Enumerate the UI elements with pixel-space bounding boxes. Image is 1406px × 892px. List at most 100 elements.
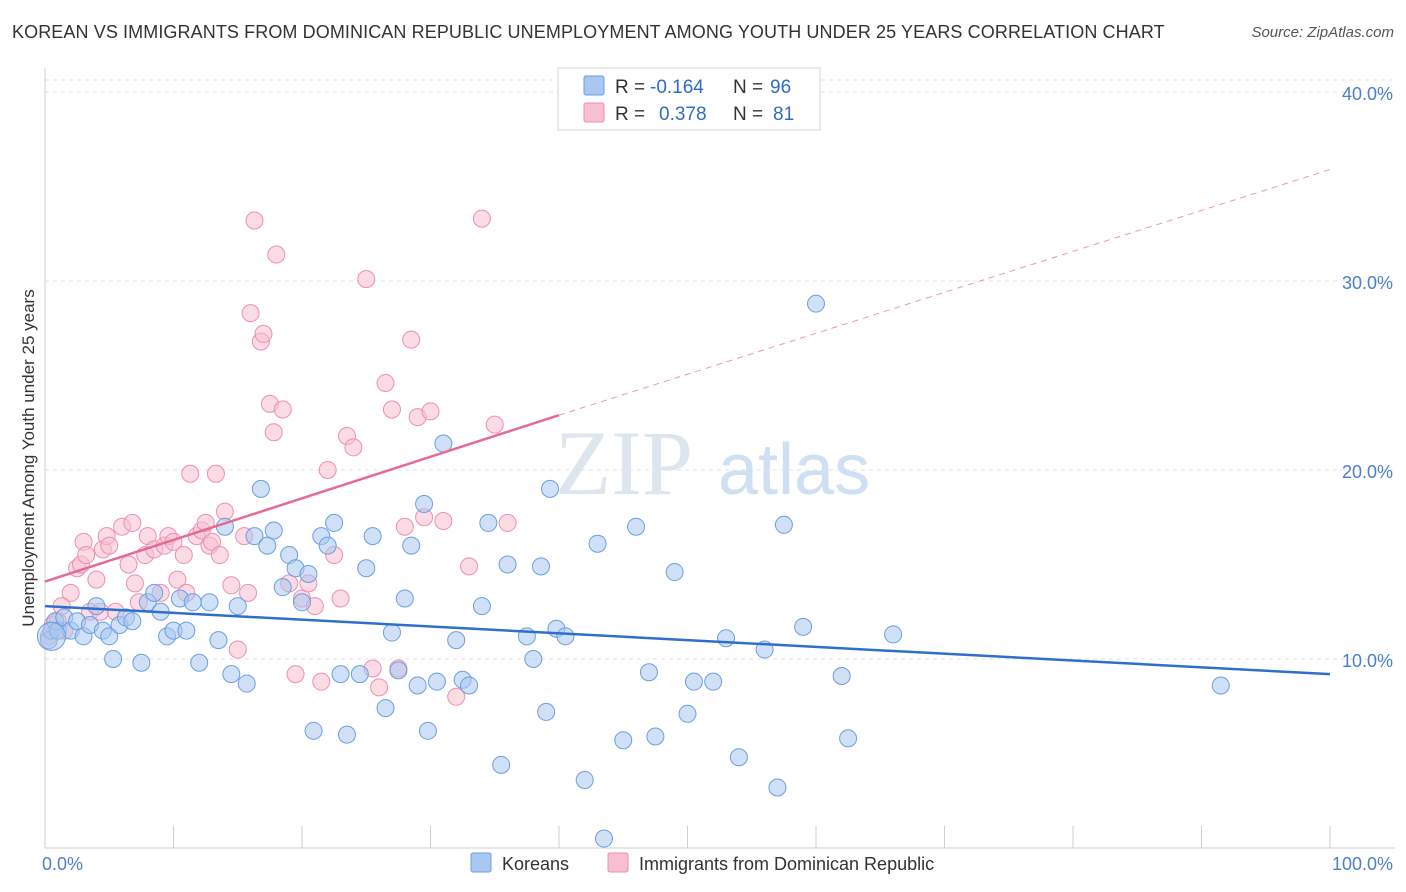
- dominican-point: [123, 513, 142, 532]
- korean-point: [427, 672, 446, 691]
- korean-point: [678, 704, 697, 723]
- dominican-point: [100, 536, 119, 555]
- korean-point: [123, 612, 142, 631]
- legend-n-value-dominican: 81: [773, 104, 794, 125]
- korean-point: [177, 621, 196, 640]
- korean-point: [627, 517, 646, 536]
- korean-point: [665, 563, 684, 582]
- korean-point: [245, 527, 264, 546]
- korean-point: [100, 627, 119, 646]
- korean-point: [479, 513, 498, 532]
- bottom-legend-swatch-korean: [470, 852, 492, 873]
- korean-point: [768, 778, 787, 797]
- korean-point: [794, 617, 813, 636]
- legend-n-label-dominican: N =: [733, 104, 763, 125]
- dominican-point: [273, 400, 292, 419]
- dominican-point: [357, 270, 376, 289]
- dominican-point: [181, 464, 200, 483]
- source-label: Source: ZipAtlas.com: [1251, 24, 1394, 41]
- korean-point: [183, 593, 202, 612]
- legend-swatch-dominican: [583, 102, 605, 123]
- dominican-point: [395, 517, 414, 536]
- korean-point: [537, 702, 556, 721]
- korean-point: [575, 770, 594, 789]
- dominican-point: [370, 678, 389, 697]
- dominican-point: [119, 555, 138, 574]
- korean-point: [228, 597, 247, 616]
- y-axis-label: Unemployment Among Youth under 25 years: [19, 289, 38, 626]
- y-tick-label: 20.0%: [1342, 462, 1393, 482]
- bottom-legend-label-dominican: Immigrants from Dominican Republic: [639, 854, 934, 874]
- korean-point: [251, 479, 270, 498]
- korean-point: [684, 672, 703, 691]
- korean-point: [222, 665, 241, 684]
- watermark-atlas: atlas: [718, 430, 870, 510]
- dominican-point: [210, 546, 229, 565]
- trend-lines: [44, 169, 1331, 676]
- dominican-point: [254, 324, 273, 343]
- x-tick-label-end: 100.0%: [1332, 854, 1393, 874]
- korean-point: [639, 663, 658, 682]
- dominican-point: [331, 589, 350, 608]
- korean-point: [807, 294, 825, 313]
- watermark-zip: ZIP: [555, 412, 693, 514]
- korean-point: [318, 536, 337, 555]
- korean-point: [104, 650, 123, 668]
- korean-point: [556, 627, 575, 646]
- korean-point: [325, 513, 344, 532]
- dominican-point: [168, 570, 187, 589]
- dominican-point: [264, 423, 283, 442]
- korean-point: [363, 527, 382, 546]
- watermark: ZIP atlas: [555, 412, 870, 514]
- y-tick-label: 10.0%: [1342, 651, 1393, 671]
- korean-point: [729, 748, 748, 767]
- dominican-point: [228, 640, 247, 659]
- korean-trend-line: [44, 604, 1331, 676]
- legend-n-value-korean: 96: [770, 77, 791, 98]
- korean-point: [273, 578, 292, 597]
- korean-point: [717, 629, 736, 648]
- dominican-point: [77, 546, 96, 565]
- korean-point: [382, 623, 401, 642]
- dominican-point: [61, 583, 80, 602]
- korean-point: [447, 631, 466, 650]
- bottom-legend-swatch-dominican: [607, 852, 629, 873]
- legend-r-value-korean: -0.164: [650, 77, 704, 98]
- bottom-legend: Koreans Immigrants from Dominican Republ…: [470, 852, 934, 874]
- korean-point: [200, 593, 219, 612]
- korean-point: [357, 559, 376, 578]
- korean-point: [646, 727, 665, 746]
- korean-point: [460, 676, 479, 695]
- dominican-point: [87, 570, 106, 589]
- korean-point: [884, 625, 903, 644]
- series-korean-points: [36, 294, 1230, 848]
- tick-labels: 10.0% 20.0% 30.0% 40.0% 0.0% 100.0%: [42, 84, 1393, 874]
- dominican-point: [318, 461, 337, 479]
- dominican-point: [241, 304, 260, 323]
- dominican-point: [382, 400, 401, 419]
- dominican-point: [203, 532, 222, 551]
- dominican-point: [286, 665, 305, 684]
- korean-point: [304, 721, 323, 740]
- y-tick-label: 40.0%: [1342, 84, 1393, 104]
- korean-point: [594, 829, 613, 848]
- legend-r-label-korean: R =: [615, 77, 645, 98]
- korean-point: [588, 534, 607, 553]
- korean-point: [258, 536, 277, 555]
- dominican-point: [434, 512, 453, 531]
- dominican-point: [206, 464, 225, 483]
- dominican-point: [472, 209, 491, 228]
- dominican-trend-extension: [558, 169, 1331, 416]
- dominican-point: [125, 574, 144, 593]
- korean-point: [472, 597, 491, 616]
- y-tick-label: 30.0%: [1342, 273, 1393, 293]
- korean-point: [418, 721, 437, 740]
- korean-point-large: [36, 621, 66, 651]
- korean-point: [541, 479, 560, 498]
- dominican-point: [485, 415, 504, 434]
- korean-point: [337, 725, 356, 744]
- korean-point: [132, 653, 151, 672]
- korean-point: [704, 672, 723, 691]
- korean-point: [774, 515, 793, 534]
- korean-point: [299, 564, 318, 583]
